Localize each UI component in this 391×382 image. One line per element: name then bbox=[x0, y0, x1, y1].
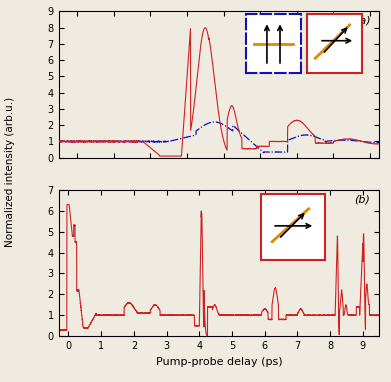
Text: (b): (b) bbox=[354, 194, 370, 204]
X-axis label: Pump-probe delay (ps): Pump-probe delay (ps) bbox=[156, 356, 282, 367]
Text: (a): (a) bbox=[355, 16, 370, 26]
Text: Normalized intensity (arb.u.): Normalized intensity (arb.u.) bbox=[5, 97, 15, 247]
